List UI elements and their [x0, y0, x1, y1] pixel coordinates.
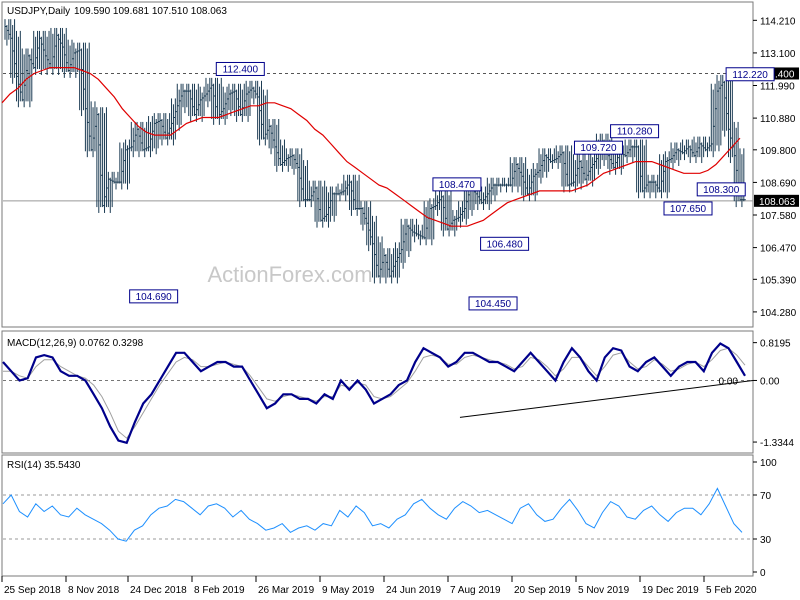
price-annotation-box — [432, 177, 482, 192]
price-panel-title: USDJPY,Daily — [7, 6, 70, 17]
macd-line — [2, 342, 746, 445]
rsi-panel-title: RSI(14) 35.5430 — [7, 460, 81, 471]
price-y-tick-label: 113.100 — [760, 49, 796, 60]
price-annotation-label: 104.690 — [136, 292, 173, 303]
price-y-tick-label: 107.580 — [760, 211, 797, 222]
price-annotation-label: 104.450 — [475, 299, 512, 310]
watermark-text: ActionForex.com — [207, 262, 372, 287]
rsi-y-tick-label: 70 — [760, 491, 772, 502]
price-annotation-label: 109.720 — [580, 143, 617, 154]
macd-panel-frame — [1, 330, 754, 454]
price-y-tick-label: 106.470 — [760, 244, 797, 255]
price-annotation-label: 107.650 — [670, 204, 707, 215]
price-annotation-box — [610, 124, 660, 139]
x-axis-tick-label: 8 Nov 2018 — [68, 585, 120, 596]
last-price-box — [754, 194, 799, 207]
price-annotation-box — [573, 140, 623, 155]
rsi-y-tick-label: 0 — [760, 568, 766, 579]
x-axis-tick-label: 5 Nov 2019 — [578, 585, 630, 596]
price-y-tick-label: 114.210 — [760, 16, 796, 27]
price-annotation-label: 108.300 — [703, 185, 740, 196]
price-annotation-label: 112.220 — [732, 70, 768, 81]
macd-y-tick-label: 0.00 — [760, 376, 780, 387]
rsi-line — [2, 487, 743, 542]
x-axis-tick-label: 9 May 2019 — [322, 585, 375, 596]
price-annotation-box — [480, 236, 530, 251]
price-annotation-box — [129, 289, 179, 304]
x-axis-tick-label: 7 Aug 2019 — [450, 585, 501, 596]
price-y-tick-label: 108.690 — [760, 178, 797, 189]
rsi-panel-frame — [1, 454, 754, 577]
x-axis-tick-label: 19 Dec 2019 — [642, 585, 699, 596]
price-y-tick-label: 105.390 — [760, 275, 797, 286]
x-axis-tick-label: 26 Mar 2019 — [258, 585, 315, 596]
macd-trendline — [459, 379, 754, 418]
price-y-tick-label: 110.880 — [760, 114, 796, 125]
price-annotation-label: 106.480 — [487, 239, 524, 250]
price-annotation-label: 108.470 — [439, 180, 476, 191]
price-y-tick-label: 111.990 — [760, 82, 795, 93]
price-annotation-label: 112.400 — [223, 64, 259, 75]
price-annotation-box — [215, 61, 265, 76]
ohlc-header: 109.590 109.681 107.510 108.063 — [74, 6, 227, 17]
macd-zero-value: 0.00 — [719, 376, 739, 387]
macd-y-tick-label: 0.8195 — [760, 339, 791, 350]
macd-panel-title: MACD(12,26,9) 0.0762 0.3298 — [7, 338, 144, 349]
x-axis-tick-label: 5 Feb 2020 — [706, 585, 757, 596]
price-annotation-box — [663, 201, 713, 216]
x-axis-tick-label: 25 Sep 2018 — [4, 585, 61, 596]
x-axis-tick-label: 20 Sep 2019 — [514, 585, 571, 596]
moving-average-line — [1, 67, 741, 227]
rsi-y-tick-label: 30 — [760, 535, 772, 546]
x-axis-tick-label: 8 Feb 2019 — [194, 585, 245, 596]
level-price-label: 112.400 — [759, 69, 795, 80]
price-y-tick-label: 109.800 — [760, 146, 797, 157]
x-axis-tick-label: 24 Jun 2019 — [386, 585, 441, 596]
price-annotation-box — [696, 182, 746, 197]
price-annotation-box — [725, 67, 775, 82]
price-annotation-box — [468, 296, 518, 311]
last-price-label: 108.063 — [759, 197, 796, 208]
x-axis-tick-label: 24 Dec 2018 — [130, 585, 187, 596]
price-y-tick-label: 104.280 — [760, 308, 797, 319]
rsi-y-tick-label: 100 — [760, 458, 777, 469]
price-annotation-label: 110.280 — [617, 127, 653, 138]
macd-y-tick-label: -1.3344 — [760, 438, 794, 449]
